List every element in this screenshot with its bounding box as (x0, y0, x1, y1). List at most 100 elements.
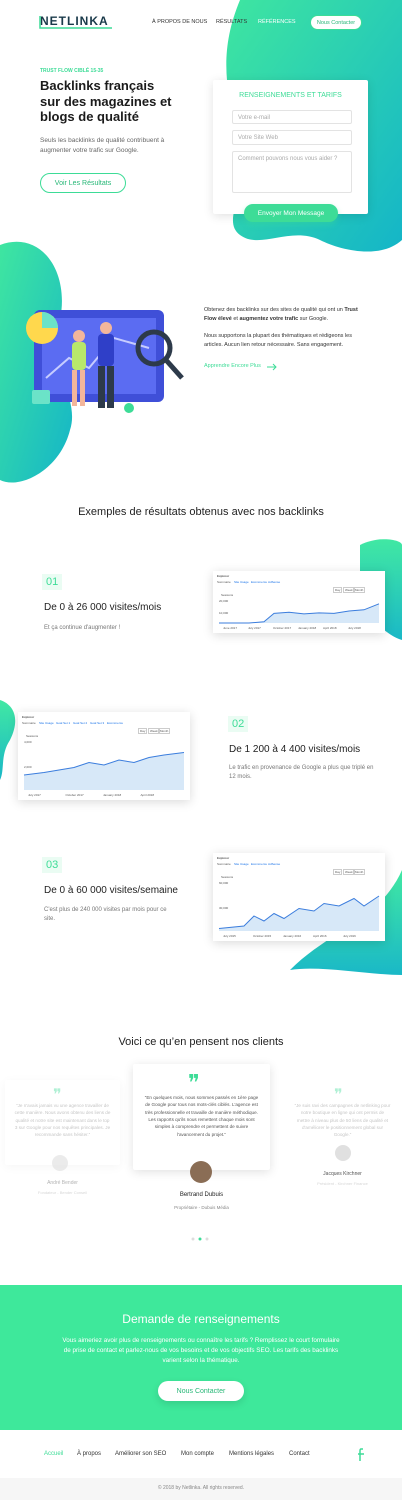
form-title: RENSEIGNEMENTS ET TARIFS (239, 92, 342, 99)
site-input[interactable]: Votre Site Web (232, 130, 352, 145)
hero-title: Backlinks français sur des magazines et … (40, 78, 172, 125)
testimonial-quote: “Je suis ravi des campagnes de netlinkin… (294, 1103, 391, 1138)
cta-button[interactable]: Nous Contacter (158, 1381, 244, 1401)
chart-x-label: October 2017 (65, 793, 84, 797)
chart-x-label: July 2016 (343, 934, 356, 938)
chart-x-label: October 2017 (273, 626, 292, 630)
chart-tab: AdSense (268, 580, 281, 584)
chart-tab: Site Usage (234, 862, 249, 866)
chart-y-label: 2,000 (24, 765, 32, 769)
footer-link[interactable]: Accueil (44, 1451, 64, 1457)
chart-x-label: January 2018 (103, 793, 122, 797)
chart-legend: Sessions (221, 593, 234, 597)
chart-line (218, 895, 380, 931)
chart-x-label: April 2018 (140, 793, 155, 797)
copyright: © 2018 by Netlinka. All rights reserved. (157, 1485, 245, 1491)
about-text: Nous supportons la plupart des thématiqu… (204, 333, 352, 348)
cta-title: Demande de renseignements (122, 1312, 280, 1326)
chart-y-label: 20,000 (219, 599, 229, 603)
footer-link[interactable]: Mentions légales (229, 1451, 275, 1457)
chart-button: Week (343, 587, 355, 593)
chart-tab: Site Usage (234, 580, 249, 584)
chart-x-label: January 2018 (298, 626, 317, 630)
form-card (213, 80, 368, 214)
result-text: Et ça continue d'augmenter ! (44, 625, 121, 631)
chart-header: Explorer (217, 574, 230, 578)
chart-tab: Ecommerce (251, 862, 268, 866)
footer-link[interactable]: À propos (77, 1451, 102, 1457)
quote-icons: ❞ ❞ ❞ (52, 1070, 351, 1241)
chart-button: Day (138, 728, 148, 734)
chart-y-label: 10,000 (219, 611, 229, 615)
testimonial-role: Président - Kirchner Finance (317, 1181, 368, 1186)
chart-button: Month (158, 728, 171, 734)
text: Trust Flow élevé (204, 307, 358, 322)
submit-button[interactable]: Envoyer Mon Message (244, 204, 338, 222)
arrow-icon (267, 363, 277, 371)
testimonial-card (133, 1064, 270, 1170)
chart-button: Month (353, 587, 366, 593)
about-text: Obtenez des backlinks sur des sites de q… (204, 306, 369, 324)
logo-swoosh (39, 16, 112, 29)
chart-x-label: July 2017 (248, 626, 261, 630)
chart-tab: Sommaire (217, 862, 231, 866)
chart-tab: Sommaire (22, 721, 36, 725)
chart-x-label: October 2015 (253, 934, 272, 938)
result-title: De 1 200 à 4 400 visites/mois (229, 744, 361, 755)
learn-more-link[interactable]: Apprendre Encore Plus (204, 363, 261, 369)
chart-button: Week (343, 869, 355, 875)
nav-link[interactable]: RÉSULTATS (216, 19, 248, 25)
results-button[interactable]: Voir Les Résultats (40, 173, 126, 193)
chart-tab: Ecommerce (251, 580, 268, 584)
contact-button[interactable]: Nous Contacter (310, 15, 362, 30)
testimonial-name: Bertrand Dubuis (179, 1192, 224, 1198)
step-number: 02 (228, 716, 249, 732)
footer-link[interactable]: Mon compte (181, 1451, 215, 1457)
chart-legend: Sessions (26, 734, 39, 738)
analytics-screenshot: Explorer Sommaire Site Usage Ecommerce AdSen… (213, 853, 385, 941)
testimonial-quote: “En quelques mois, nous sommes passés en… (144, 1095, 259, 1137)
chart-button: Month (353, 869, 366, 875)
chart-y-label: 60,000 (219, 881, 229, 885)
chart-legend: Sessions (221, 875, 234, 879)
result-title: De 0 à 26 000 visites/mois (44, 602, 162, 613)
chart-x-label: July 2018 (348, 626, 361, 630)
testimonial-name: André Bender (47, 1180, 78, 1186)
testimonial-quote: “Je n'avais jamais vu une agence travail… (14, 1103, 111, 1138)
footer-link[interactable]: Contact (289, 1451, 310, 1457)
chart-line (23, 752, 185, 790)
testimonial-role: Fondateur - Bender Conseil (37, 1190, 88, 1195)
nav-link[interactable]: RÉFÉRENCES (258, 19, 296, 25)
chart-header: Explorer (22, 715, 35, 719)
result-text: C'est plus de 240 000 visites par mois p… (44, 907, 167, 922)
email-input[interactable]: Votre e-mail (232, 110, 352, 124)
text: et (231, 315, 240, 322)
illustration (26, 310, 184, 413)
chart-x-label: July 2017 (28, 793, 41, 797)
chart-button: Week (148, 728, 160, 734)
svg-text:❞: ❞ (334, 1087, 343, 1104)
chart-x-label: April 2016 (313, 934, 327, 938)
chart-tab: Goal Set 1 (56, 721, 71, 725)
chart-button: Day (333, 869, 343, 875)
chart-x-label: June 2017 (223, 626, 238, 630)
step-number: 03 (42, 857, 63, 873)
chart-tab: Ecommerce (107, 721, 124, 725)
chart-line (219, 603, 380, 624)
message-input[interactable]: Comment pouvons nous vous aider ? (232, 151, 352, 193)
analytics-screenshot: Explorer Sommaire Site Usage Goal Set 1 Goal… (18, 712, 190, 800)
hero-text: Seuls les backlinks de qualité contribue… (40, 137, 165, 154)
chart-tab: Sommaire (217, 580, 231, 584)
text: sur Google. (298, 315, 329, 322)
chart-header: Explorer (217, 856, 230, 860)
kicker: TRUST FLOW CIBLÉ 15-35 (40, 68, 104, 74)
analytics-screenshot: Explorer Sommaire Site Usage Ecommerce AdSen… (213, 571, 385, 633)
facebook-icon[interactable] (356, 1447, 368, 1463)
footer-link[interactable]: Améliorer son SEO (115, 1451, 167, 1457)
logo[interactable]: NETLINKA (40, 14, 109, 28)
nav-link[interactable]: À PROPOS DE NOUS (152, 19, 208, 25)
svg-text:❞: ❞ (188, 1070, 200, 1095)
section-title: Voici ce qu’en pensent nos clients (118, 1036, 284, 1048)
chart-x-label: April 2018 (323, 626, 337, 630)
